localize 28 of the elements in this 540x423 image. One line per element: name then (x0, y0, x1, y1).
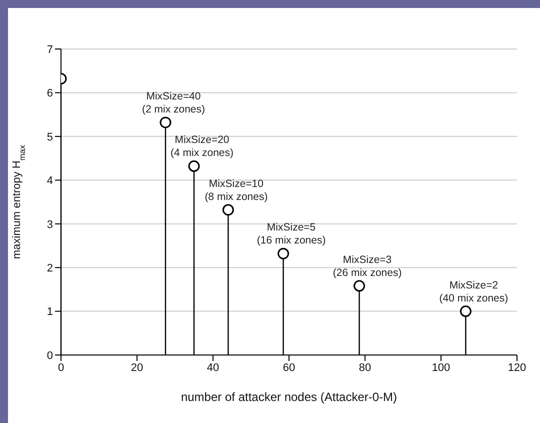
y-tick-label: 6 (46, 88, 53, 100)
point (188, 160, 200, 172)
point (278, 248, 290, 260)
x-tick-label: 40 (206, 362, 220, 374)
point (160, 116, 172, 128)
y-tick-label: 5 (46, 131, 53, 144)
point (222, 204, 234, 216)
annotation: MixSize=40 (2 mix zones) (142, 90, 206, 116)
x-tick-label: 80 (358, 362, 372, 374)
x-tick-label: 120 (508, 362, 526, 374)
y-tick-label: 0 (46, 350, 53, 362)
y-tick-label: 2 (46, 262, 53, 274)
y-tick-label: 3 (46, 218, 53, 231)
y-tick-label: 4 (46, 175, 53, 188)
point (460, 306, 472, 318)
annotation: MixSize=2 (40 mix zones) (439, 279, 508, 304)
x-tick-label: 20 (130, 362, 144, 374)
annotation: MixSize=5 (16 mix zones) (256, 222, 326, 247)
x-tick-label: 100 (432, 362, 450, 374)
annotation: MixSize=10 (8 mix zones) (204, 178, 268, 203)
y-tick-label: 1 (46, 306, 53, 318)
x-axis-title: number of attacker nodes (Attacker-0-M) (180, 390, 398, 404)
annotation: MixSize=3 (26 mix zones) (332, 254, 402, 279)
y-tick-label: 7 (46, 44, 53, 56)
annotation: MixSize=20 (4 mix zones) (170, 134, 234, 160)
x-tick-label: 0 (58, 362, 64, 374)
point (354, 280, 366, 292)
x-tick-label: 60 (282, 362, 296, 374)
